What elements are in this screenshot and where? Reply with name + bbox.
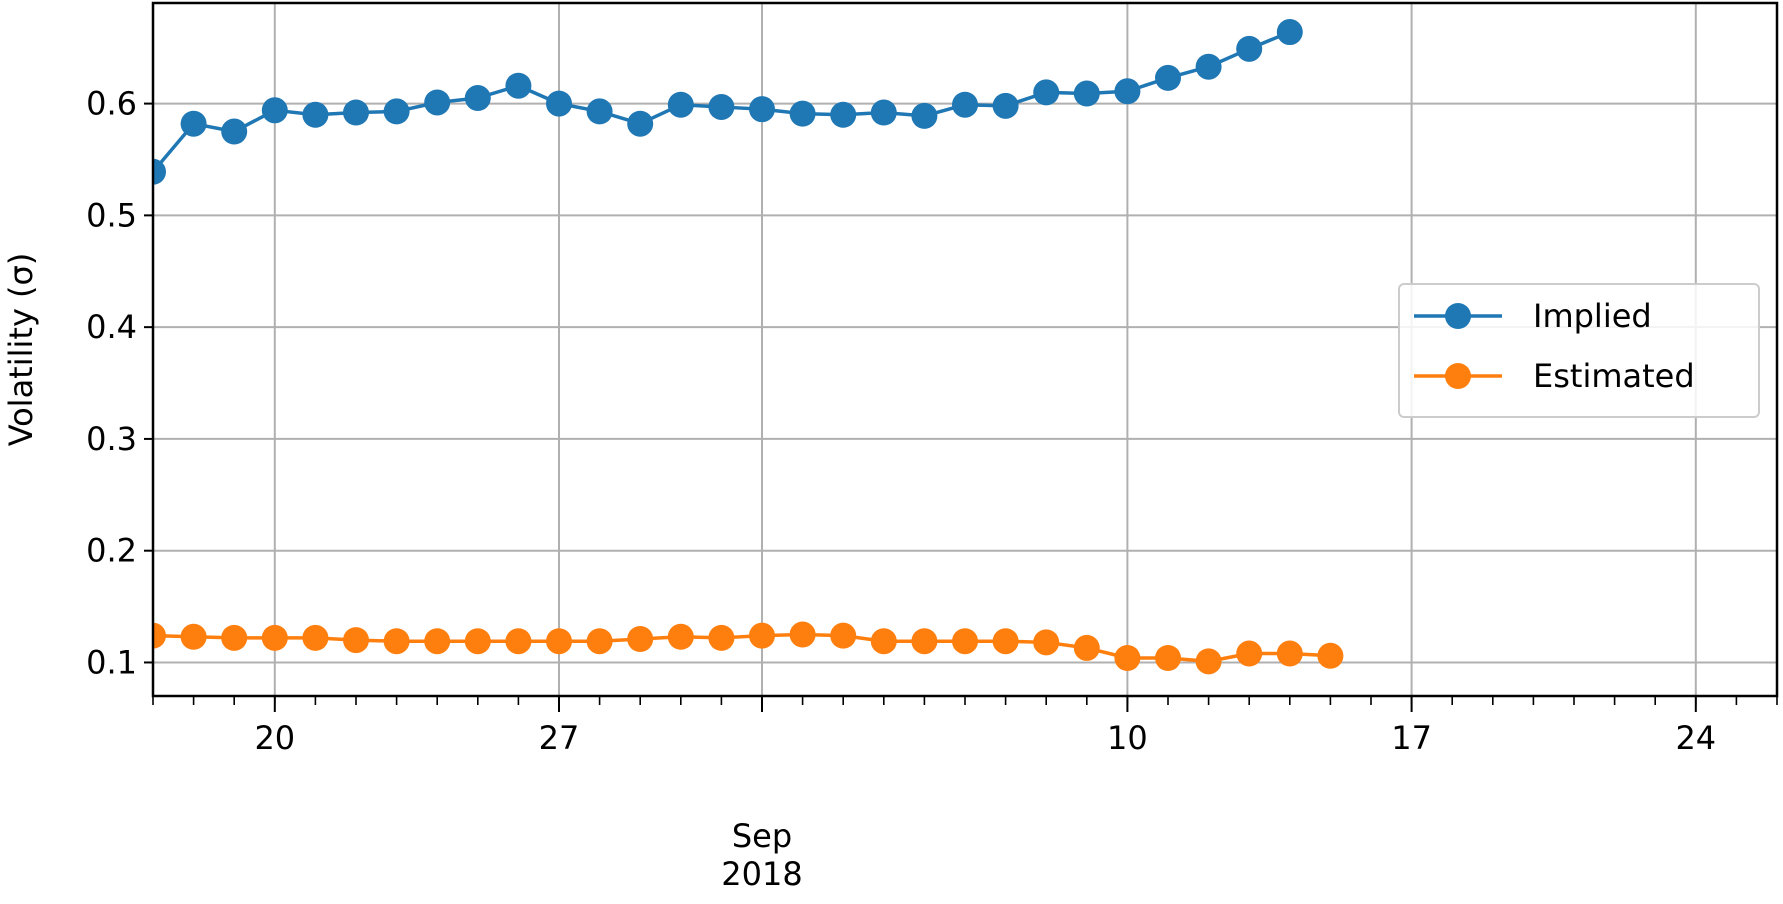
- data-point-estimated: [708, 624, 735, 651]
- data-point-estimated: [1236, 640, 1263, 667]
- x-tick-label: 10: [1107, 719, 1148, 757]
- data-point-implied: [546, 90, 572, 117]
- legend-item-implied: Implied: [1414, 297, 1652, 335]
- data-point-implied: [464, 85, 491, 112]
- data-point-estimated: [830, 622, 857, 649]
- series-line-estimated: [153, 632, 1331, 664]
- data-point-implied: [667, 91, 694, 118]
- x-tick-label: Sep 2018: [721, 817, 802, 893]
- legend-item-estimated: Estimated: [1414, 357, 1695, 395]
- series-group: [153, 19, 1344, 675]
- y-tick-label: 0.6: [86, 85, 137, 123]
- data-point-estimated: [464, 628, 491, 655]
- data-point-implied: [1236, 35, 1263, 62]
- data-point-implied: [992, 92, 1019, 119]
- data-point-estimated: [383, 628, 410, 655]
- data-point-estimated: [1317, 642, 1344, 669]
- data-point-implied: [424, 89, 451, 116]
- data-point-estimated: [1073, 634, 1100, 661]
- data-point-estimated: [749, 622, 775, 649]
- data-point-estimated: [1276, 640, 1303, 667]
- x-tick-label: 24: [1675, 719, 1716, 757]
- data-point-estimated: [627, 625, 654, 652]
- data-point-estimated: [911, 628, 938, 655]
- data-point-implied: [383, 98, 410, 125]
- data-point-implied: [302, 101, 329, 128]
- x-tick-label: 20: [254, 719, 295, 757]
- data-point-estimated: [992, 628, 1019, 655]
- data-point-estimated: [505, 628, 532, 655]
- y-tick-label: 0.3: [86, 420, 137, 458]
- y-tick-label: 0.1: [86, 643, 137, 681]
- y-tick-label: 0.2: [86, 532, 137, 570]
- data-point-estimated: [180, 623, 207, 650]
- data-point-implied: [153, 158, 166, 185]
- data-point-estimated: [789, 621, 816, 648]
- data-point-implied: [505, 72, 532, 99]
- data-point-implied: [627, 110, 654, 137]
- data-point-estimated: [153, 622, 166, 649]
- data-point-estimated: [302, 624, 329, 651]
- data-point-implied: [1276, 19, 1303, 46]
- data-point-implied: [1033, 79, 1060, 106]
- data-point-implied: [830, 101, 857, 128]
- legend-label: Implied: [1533, 297, 1652, 335]
- data-point-implied: [261, 97, 288, 124]
- data-point-implied: [1114, 78, 1141, 105]
- data-point-estimated: [667, 623, 694, 650]
- data-point-implied: [221, 118, 248, 145]
- x-tick-label: 27: [539, 719, 580, 757]
- data-point-implied: [952, 91, 978, 118]
- data-point-implied: [1195, 53, 1222, 80]
- data-point-estimated: [546, 628, 572, 655]
- data-point-implied: [870, 99, 897, 126]
- data-point-implied: [586, 98, 613, 125]
- data-point-implied: [749, 96, 775, 123]
- data-point-implied: [1155, 64, 1181, 91]
- data-point-estimated: [1114, 644, 1141, 671]
- data-point-estimated: [952, 628, 978, 655]
- data-point-estimated: [1155, 644, 1181, 671]
- data-point-implied: [1073, 80, 1100, 107]
- data-point-implied: [343, 99, 369, 126]
- data-point-estimated: [870, 628, 897, 655]
- data-point-implied: [180, 110, 207, 137]
- data-point-implied: [708, 93, 735, 120]
- x-tick-label: 17: [1391, 719, 1432, 757]
- legend-label: Estimated: [1533, 357, 1695, 395]
- data-point-estimated: [343, 627, 369, 654]
- data-point-implied: [911, 102, 938, 129]
- data-point-estimated: [586, 628, 613, 655]
- data-point-implied: [789, 100, 816, 127]
- legend: Implied Estimated: [1398, 283, 1760, 418]
- legend-marker: [1445, 303, 1471, 329]
- data-point-estimated: [424, 628, 451, 655]
- y-axis-label: Volatility (σ): [2, 253, 40, 447]
- legend-marker: [1445, 363, 1471, 389]
- data-point-estimated: [221, 624, 248, 651]
- data-point-estimated: [261, 624, 288, 651]
- data-point-estimated: [1033, 629, 1060, 656]
- y-tick-label: 0.5: [86, 196, 137, 234]
- data-point-estimated: [1195, 648, 1222, 675]
- y-tick-label: 0.4: [86, 308, 137, 346]
